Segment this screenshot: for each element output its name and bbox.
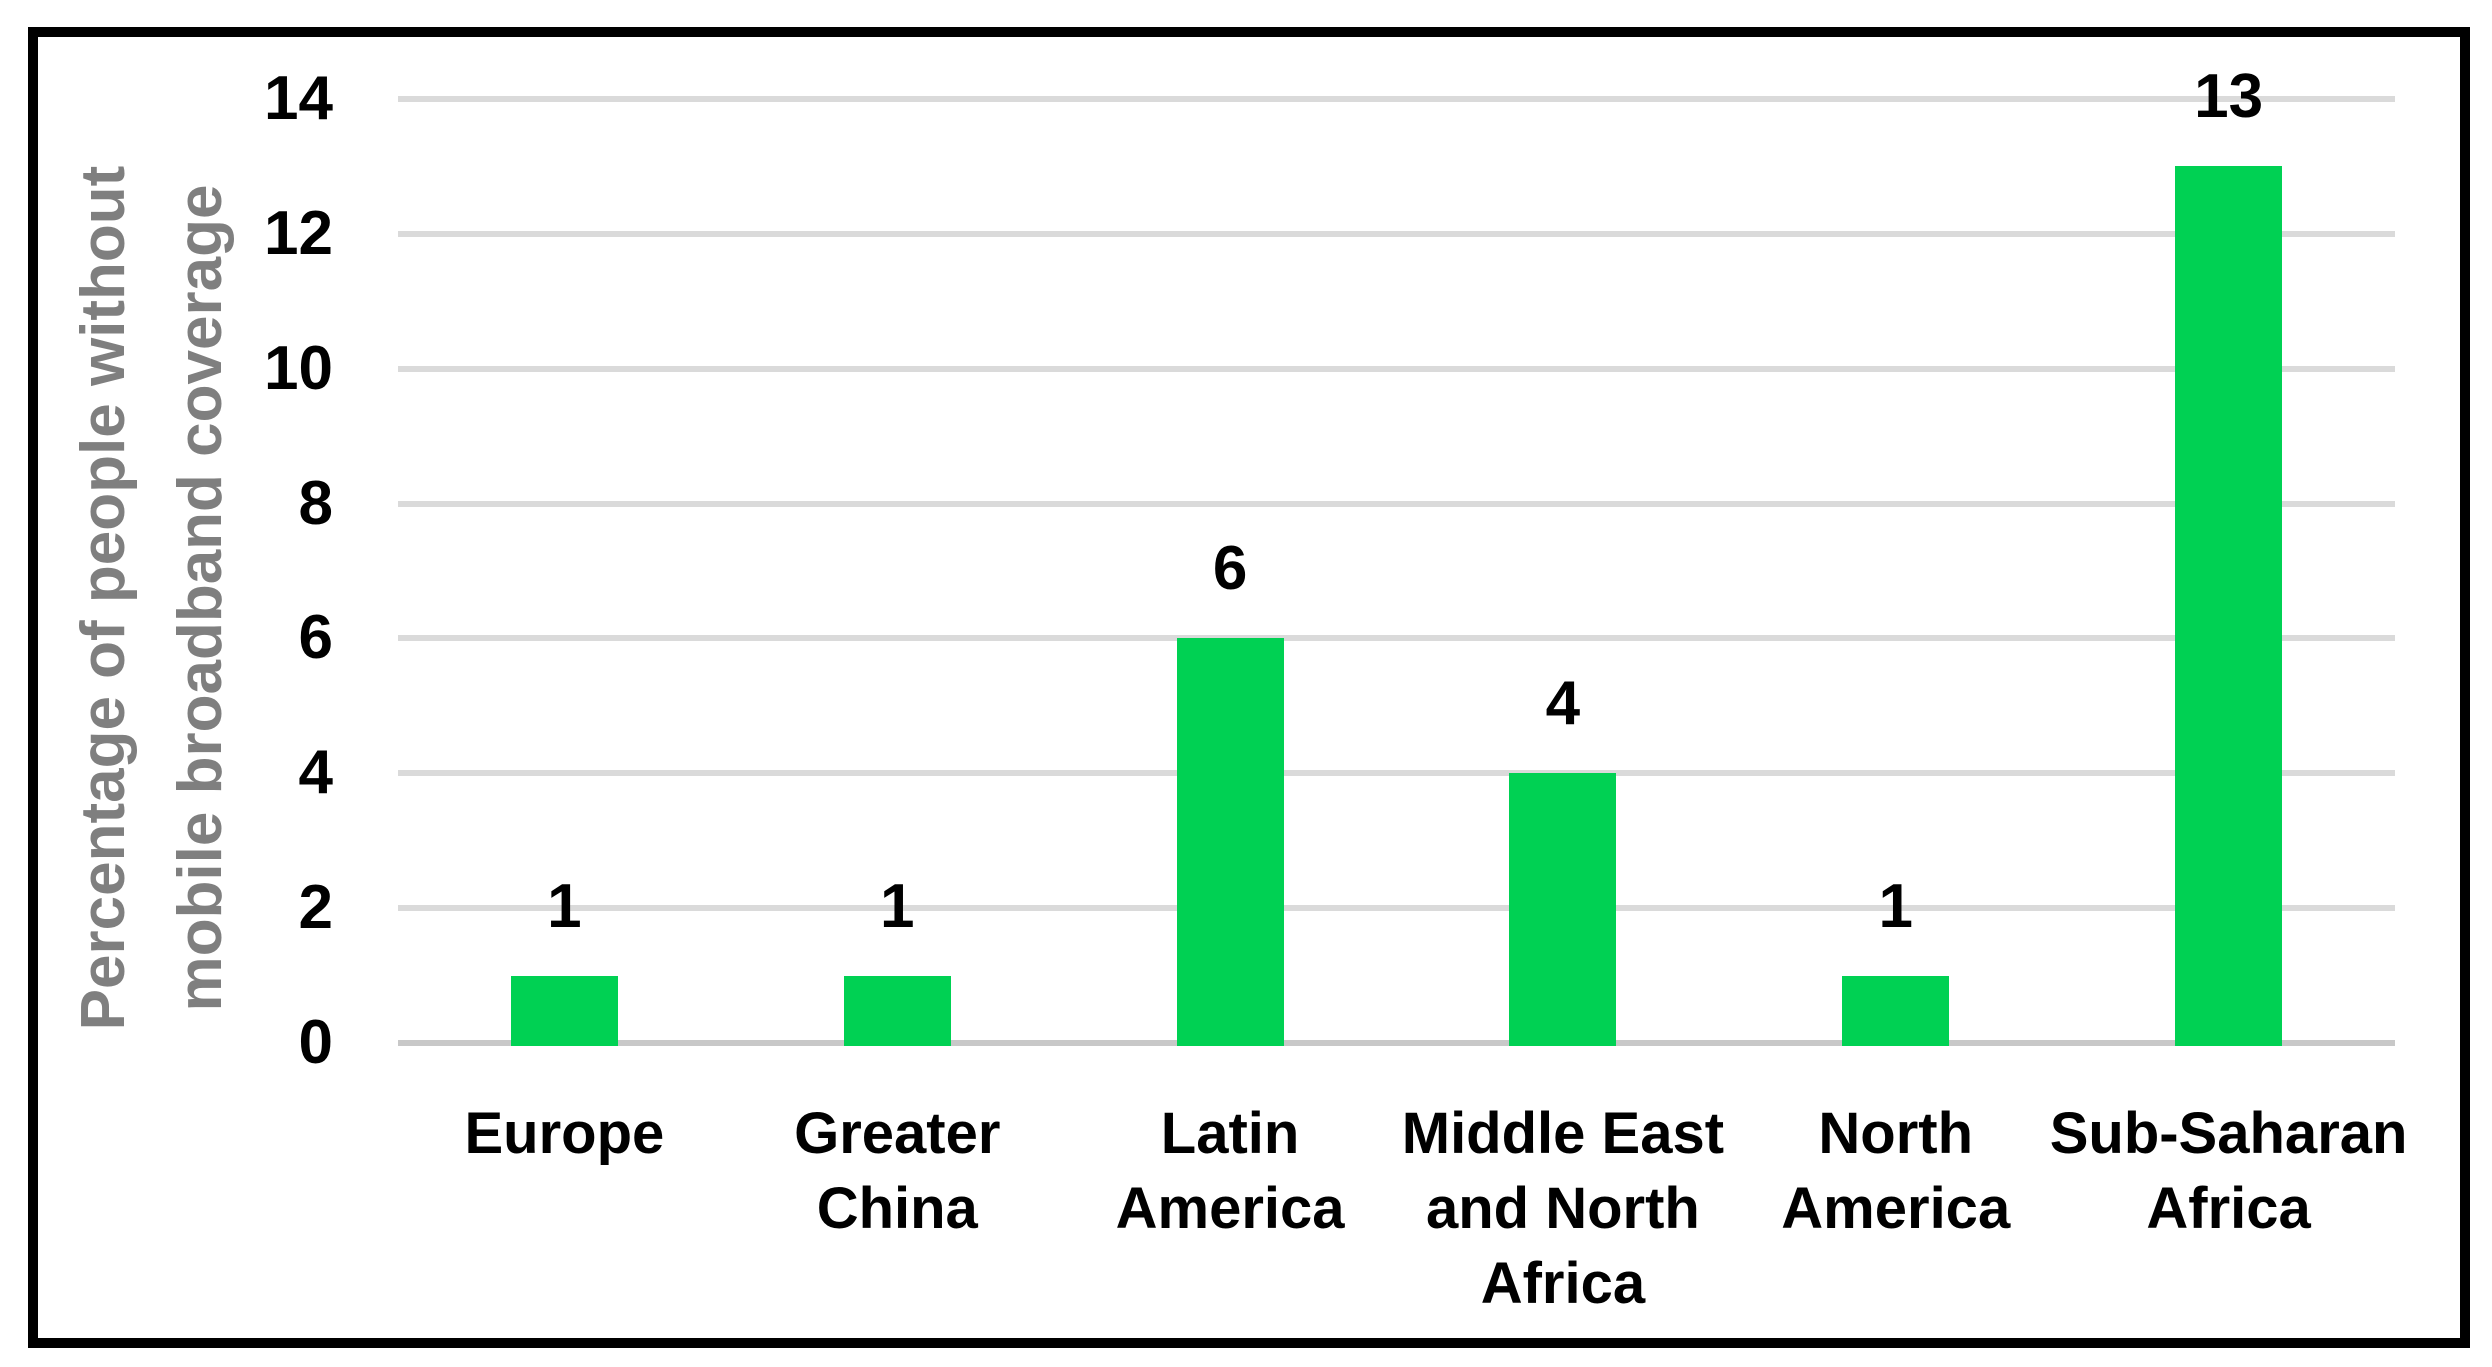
x-category-label-line: America [1781, 1176, 2011, 1241]
bar [1509, 773, 1617, 1046]
gridline [398, 635, 2395, 642]
y-tick-label: 4 [298, 738, 333, 808]
x-category-label-line: North [1818, 1101, 1974, 1166]
bar-value-label: 13 [2194, 62, 2264, 132]
x-category-label-line: Africa [1480, 1251, 1646, 1316]
bar [843, 975, 951, 1046]
x-category-label-line: Europe [464, 1101, 665, 1166]
x-category-label: Middle East and North Africa [1383, 1096, 1743, 1321]
y-tick-label: 12 [264, 198, 333, 268]
chart-border [28, 27, 2470, 1348]
x-category-label-line: Greater [794, 1101, 1001, 1166]
bar [2175, 166, 2283, 1046]
y-tick-label: 6 [298, 603, 333, 673]
gridline [398, 230, 2395, 237]
x-category-label: North America [1716, 1096, 2076, 1246]
bar [1176, 638, 1284, 1046]
bar-value-label: 1 [880, 871, 915, 941]
y-tick-label: 8 [298, 468, 333, 538]
y-tick-label: 2 [298, 873, 333, 943]
gridline [398, 365, 2395, 372]
y-tick-label: 10 [264, 333, 333, 403]
x-category-label: Latin America [1050, 1096, 1410, 1246]
x-category-label-line: Middle East [1401, 1101, 1725, 1166]
x-category-label-line: Latin [1160, 1101, 1300, 1166]
bar [510, 975, 618, 1046]
bar-value-label: 4 [1545, 669, 1581, 739]
x-category-label-line: China [816, 1176, 978, 1241]
x-category-label: Greater China [717, 1096, 1077, 1246]
x-category-label: Europe [384, 1096, 744, 1171]
x-category-label: Sub-Saharan Africa [2049, 1096, 2409, 1246]
bar-value-label: 6 [1212, 534, 1248, 604]
gridline [398, 96, 2395, 102]
gridline [398, 770, 2395, 777]
bar [1842, 975, 1950, 1046]
bar-value-label: 1 [547, 871, 582, 941]
x-category-label-line: and North [1425, 1176, 1700, 1241]
y-tick-label: 0 [298, 1008, 333, 1077]
x-category-label-line: Sub-Saharan [2049, 1101, 2408, 1166]
x-category-label-line: Africa [2146, 1176, 2311, 1241]
bar-value-label: 1 [1878, 871, 1913, 941]
gridline [398, 500, 2395, 507]
x-axis-line [398, 1040, 2395, 1046]
gridline [398, 905, 2395, 912]
y-tick-label: 14 [264, 64, 333, 133]
x-category-label-line: America [1115, 1176, 1345, 1241]
